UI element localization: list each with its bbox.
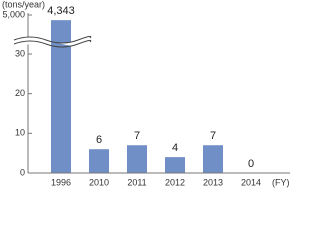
bar xyxy=(127,145,147,173)
x-tick-label: 2014 xyxy=(241,177,261,187)
bar xyxy=(51,20,71,173)
value-label: 7 xyxy=(210,130,216,142)
bar xyxy=(203,145,223,173)
y-unit-label: (tons/year) xyxy=(2,0,45,9)
value-label: 0 xyxy=(248,158,254,170)
bar xyxy=(89,149,109,173)
value-label: 7 xyxy=(134,130,140,142)
break-line xyxy=(13,39,92,48)
y-tick-label: 0 xyxy=(20,167,25,177)
y-tick-label: 20 xyxy=(15,88,25,98)
break-gap xyxy=(14,36,91,46)
axis-break xyxy=(13,35,92,48)
x-tick-label: 2011 xyxy=(127,177,146,187)
value-label: 4 xyxy=(172,142,178,154)
value-label: 4,343 xyxy=(47,5,75,17)
x-tick-label: 2013 xyxy=(203,177,223,187)
x-tick-label: 1996 xyxy=(51,177,71,187)
x-unit-label: (FY) xyxy=(272,177,290,187)
value-label: 6 xyxy=(96,134,102,146)
x-tick-label: 2010 xyxy=(89,177,109,187)
break-line xyxy=(13,35,92,44)
y-tick-label: 5,000 xyxy=(2,9,25,19)
chart: (tons/year) (FY) 0 10 20 30 5,000 1996 4,343 20… xyxy=(2,0,290,187)
y-tick-label: 10 xyxy=(15,128,25,138)
bar xyxy=(165,157,185,173)
x-tick-label: 2012 xyxy=(165,177,185,187)
y-tick-label: 30 xyxy=(15,48,25,58)
